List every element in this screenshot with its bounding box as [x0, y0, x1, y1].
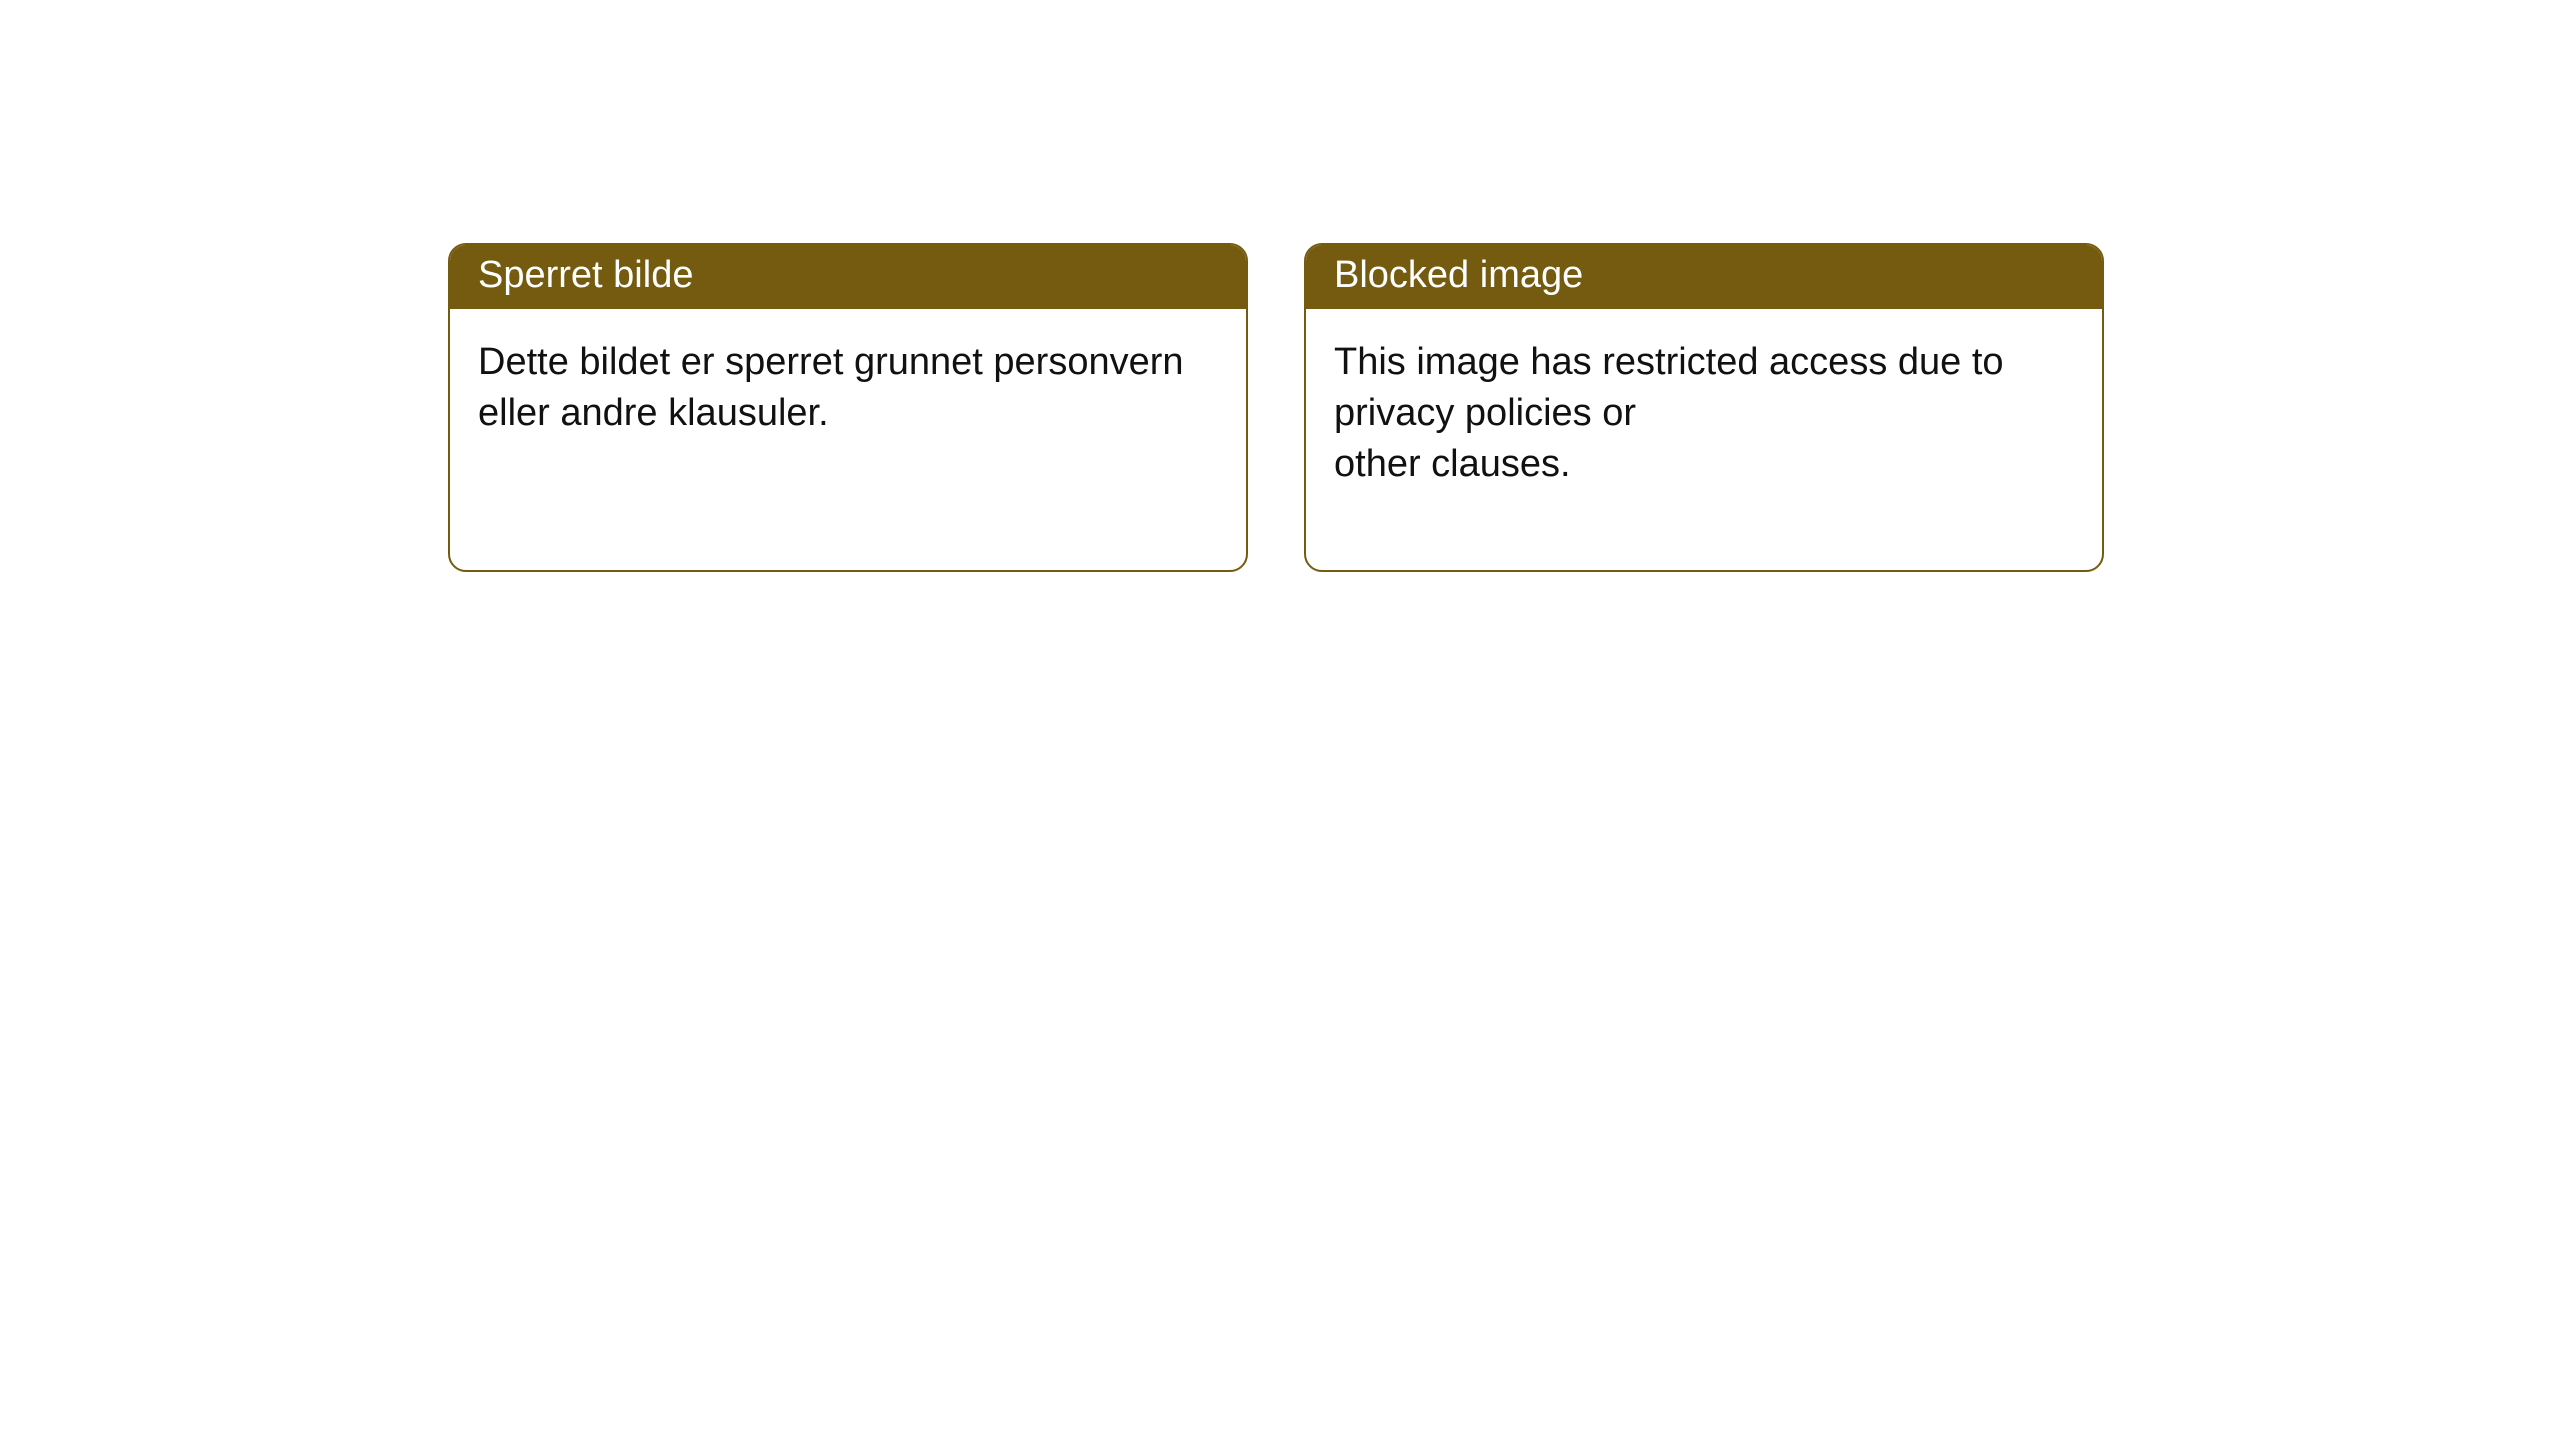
notice-card-title-en: Blocked image	[1306, 245, 2102, 309]
notice-card-body-en: This image has restricted access due to …	[1306, 309, 2102, 571]
notice-card-no: Sperret bilde Dette bildet er sperret gr…	[448, 243, 1248, 572]
notice-card-en: Blocked image This image has restricted …	[1304, 243, 2104, 572]
notice-card-title-no: Sperret bilde	[450, 245, 1246, 309]
notice-card-body-no: Dette bildet er sperret grunnet personve…	[450, 309, 1246, 520]
notice-cards-row: Sperret bilde Dette bildet er sperret gr…	[0, 0, 2560, 572]
